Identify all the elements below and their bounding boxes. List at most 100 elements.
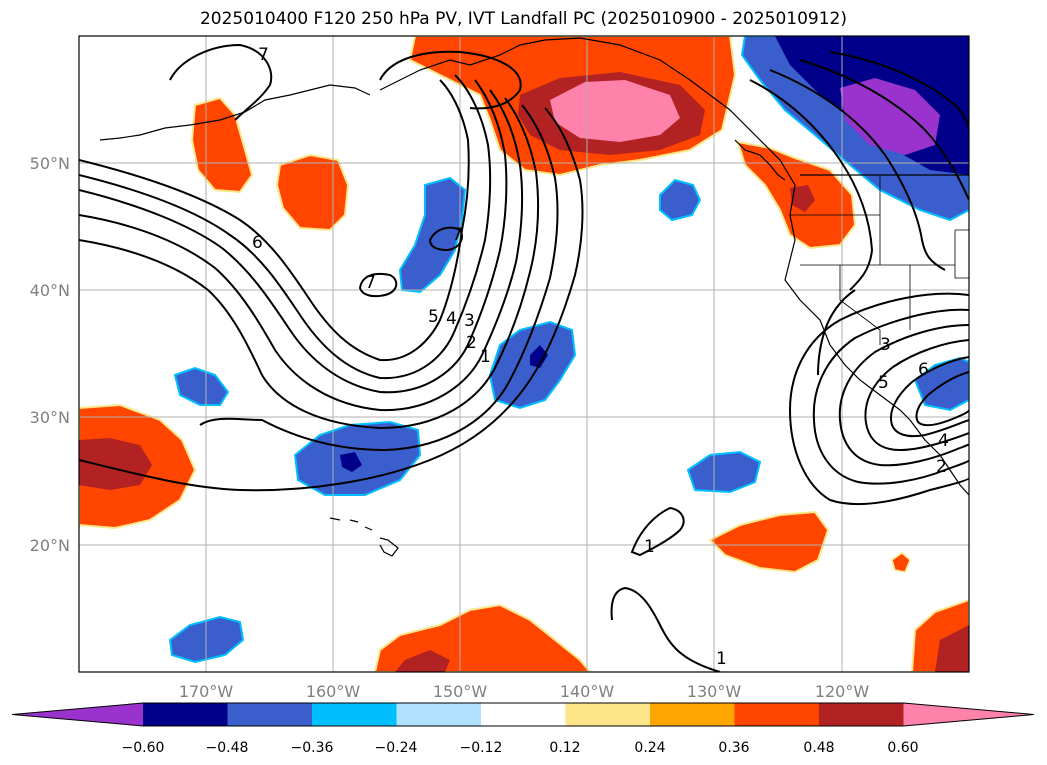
contour-label: 4 bbox=[938, 431, 949, 451]
colorbar-extend-high bbox=[903, 703, 1034, 726]
pv-contours bbox=[79, 43, 969, 672]
colorbar-tick-label: 0.48 bbox=[803, 740, 834, 756]
latitude-labels: 50°N 40°N 30°N 20°N bbox=[30, 154, 70, 555]
contour-label: 3 bbox=[880, 335, 891, 355]
colorbar-extend-low bbox=[12, 703, 143, 726]
colorbar-segment bbox=[312, 703, 397, 726]
contour-west-outer bbox=[79, 79, 470, 362]
map-border bbox=[78, 35, 970, 673]
contour-label: 7 bbox=[365, 273, 376, 293]
anomaly-region-subtropical-west-core bbox=[79, 438, 152, 490]
contour-label: 2 bbox=[466, 333, 477, 353]
colorbar-tick-label: −0.24 bbox=[375, 740, 418, 756]
contour-label: 3 bbox=[464, 311, 475, 331]
contour-trough-1 bbox=[788, 292, 969, 506]
contour-west-3 bbox=[79, 79, 508, 394]
contour-label: 1 bbox=[480, 347, 491, 367]
anomaly-region-canada-max bbox=[840, 78, 940, 155]
colorbar-tick-label: −0.12 bbox=[460, 740, 503, 756]
contour-labels: 7 6 7 7 5 4 3 2 1 3 5 6 4 2 1 1 bbox=[252, 45, 949, 669]
colorbar-outline bbox=[11, 702, 1035, 727]
contour-label: 1 bbox=[716, 649, 727, 669]
anomaly-region-west-small bbox=[173, 366, 230, 406]
contour-label: 1 bbox=[644, 537, 655, 557]
colorbar-segment bbox=[650, 703, 735, 726]
negative-anomaly-shading bbox=[168, 36, 969, 664]
lon-label: 130°W bbox=[687, 682, 742, 701]
contour-west-5 bbox=[79, 97, 539, 430]
colorbar-tick-labels: −0.60 −0.48 −0.36 −0.24 −0.12 0.12 0.24 … bbox=[122, 740, 919, 756]
colorbar-tick-label: −0.60 bbox=[122, 740, 165, 756]
figure-title: 2025010400 F120 250 hPa PV, IVT Landfall… bbox=[199, 9, 847, 29]
colorbar-segment bbox=[819, 703, 904, 726]
contour-label: 7 bbox=[258, 45, 269, 65]
longitude-labels: 170°W 160°W 150°W 140°W 130°W 120°W bbox=[179, 682, 870, 701]
contour-small-loop-1 bbox=[358, 272, 398, 298]
contour-label: 6 bbox=[252, 233, 263, 253]
lat-label: 30°N bbox=[30, 408, 70, 427]
anomaly-region-hawaii-north-core bbox=[340, 452, 362, 472]
anomaly-region-small-north bbox=[659, 178, 702, 222]
contour-west-6 bbox=[199, 104, 559, 452]
contour-east-4 bbox=[829, 51, 969, 131]
contour-1-south bbox=[610, 586, 721, 672]
contour-west-4 bbox=[79, 89, 524, 412]
contour-label: 5 bbox=[428, 307, 439, 327]
lat-label: 40°N bbox=[30, 281, 70, 300]
colorbar-segment bbox=[227, 703, 313, 726]
contour-west-7 bbox=[79, 107, 584, 492]
colorbar-segment bbox=[481, 703, 566, 726]
colorbar-tick-label: −0.36 bbox=[291, 740, 334, 756]
contour-trough-4 bbox=[864, 339, 969, 452]
lon-label: 170°W bbox=[179, 682, 234, 701]
lon-label: 140°W bbox=[560, 682, 615, 701]
colorbar-tick-label: 0.36 bbox=[718, 740, 749, 756]
contour-northwest-ridge bbox=[169, 43, 273, 121]
anomaly-region-northwest-core bbox=[790, 185, 815, 212]
colorbar-segment bbox=[565, 703, 651, 726]
positive-anomaly-shading bbox=[79, 36, 969, 672]
lon-label: 150°W bbox=[433, 682, 488, 701]
contour-trough-2 bbox=[812, 308, 969, 485]
anomaly-region-mid-pacific-core bbox=[530, 345, 548, 368]
anomaly-region-gulf-alaska-max bbox=[550, 80, 680, 142]
colorbar-tick-label: 0.24 bbox=[634, 740, 665, 756]
anomaly-region-small-east bbox=[891, 552, 911, 573]
contour-east-low bbox=[817, 289, 856, 376]
anomaly-region-east-small bbox=[686, 450, 762, 494]
anomaly-region-north-pacific-west bbox=[190, 96, 254, 194]
contour-label: 6 bbox=[918, 360, 929, 380]
coastline-hawaii bbox=[329, 517, 399, 557]
coastlines bbox=[99, 37, 969, 557]
coastline-baja bbox=[909, 419, 969, 496]
colorbar-tick-label: −0.48 bbox=[206, 740, 249, 756]
contour-north-loop bbox=[379, 50, 522, 110]
anomaly-region-north-pacific-central bbox=[275, 153, 350, 232]
colorbar-tick-label: 0.12 bbox=[549, 740, 580, 756]
coastline-alaska bbox=[379, 37, 911, 421]
contour-trough-3 bbox=[838, 324, 969, 467]
map-layers: 7 6 7 7 5 4 3 2 1 3 5 6 4 2 1 1 bbox=[79, 36, 969, 672]
contour-label: 5 bbox=[878, 373, 889, 393]
gridlines bbox=[79, 36, 969, 672]
contour-label: 4 bbox=[446, 309, 457, 329]
lon-label: 160°W bbox=[306, 682, 361, 701]
contour-trough-5 bbox=[890, 356, 969, 438]
coastline-bc-islands bbox=[734, 139, 786, 181]
contour-west-2 bbox=[79, 74, 492, 380]
contour-small-loop-2 bbox=[428, 226, 463, 252]
anomaly-region-south-central-core bbox=[395, 650, 450, 672]
contour-label: 7 bbox=[452, 225, 463, 245]
lon-label: 120°W bbox=[815, 682, 870, 701]
colorbar-segment bbox=[143, 703, 228, 726]
contour-trough-6 bbox=[915, 371, 969, 427]
contour-label: 2 bbox=[936, 457, 947, 477]
contour-east-3 bbox=[799, 59, 969, 201]
contour-1-east bbox=[630, 506, 685, 557]
colorbar-tick-label: 0.60 bbox=[887, 740, 918, 756]
contour-east-2 bbox=[769, 69, 946, 271]
colorbar-segment bbox=[396, 703, 482, 726]
colorbar bbox=[11, 702, 1035, 727]
contour-east-outer bbox=[749, 79, 874, 291]
